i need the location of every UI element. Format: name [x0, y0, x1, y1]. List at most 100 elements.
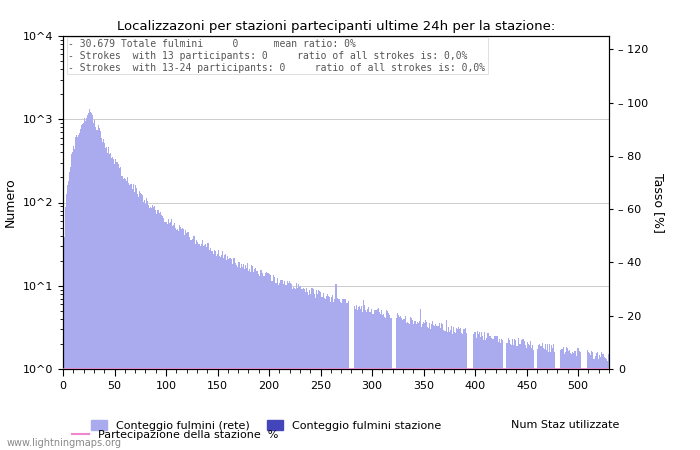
Bar: [552, 348, 553, 450]
Bar: [579, 351, 580, 450]
Bar: [210, 248, 211, 450]
Bar: [387, 311, 388, 450]
Bar: [318, 290, 319, 450]
Bar: [80, 129, 81, 450]
Bar: [156, 214, 158, 450]
Bar: [261, 270, 262, 450]
Bar: [103, 139, 104, 450]
Bar: [351, 369, 352, 450]
Bar: [421, 327, 422, 450]
Bar: [589, 353, 590, 450]
Bar: [523, 339, 524, 450]
Bar: [254, 269, 255, 450]
Bar: [107, 153, 108, 450]
Bar: [591, 351, 592, 450]
Bar: [382, 315, 383, 450]
Bar: [232, 264, 234, 450]
Bar: [500, 343, 501, 450]
Bar: [588, 352, 589, 450]
Bar: [542, 342, 543, 450]
Bar: [92, 115, 93, 450]
Bar: [342, 299, 343, 450]
Bar: [181, 229, 182, 450]
Text: www.lightningmaps.org: www.lightningmaps.org: [7, 437, 122, 447]
Bar: [582, 369, 584, 450]
Bar: [225, 255, 226, 450]
Bar: [566, 347, 567, 450]
Bar: [75, 137, 76, 450]
Bar: [183, 229, 184, 450]
Bar: [85, 121, 86, 450]
Bar: [215, 251, 216, 450]
Bar: [83, 123, 84, 450]
Bar: [475, 338, 477, 450]
Bar: [531, 348, 532, 450]
Bar: [335, 284, 337, 450]
Bar: [414, 321, 415, 450]
Bar: [389, 315, 390, 450]
Bar: [244, 269, 245, 450]
Bar: [77, 137, 78, 450]
Bar: [214, 250, 215, 450]
Bar: [165, 222, 167, 450]
Bar: [555, 369, 556, 450]
Bar: [350, 369, 351, 450]
Bar: [191, 240, 193, 450]
Bar: [212, 252, 213, 450]
Bar: [113, 159, 114, 450]
Bar: [337, 299, 339, 450]
Bar: [71, 154, 72, 450]
Bar: [339, 299, 340, 450]
Bar: [407, 324, 409, 450]
Bar: [442, 330, 444, 450]
Bar: [282, 280, 283, 450]
Bar: [234, 263, 236, 450]
Bar: [525, 345, 526, 450]
Bar: [326, 296, 327, 450]
Bar: [482, 336, 483, 450]
Bar: [599, 355, 600, 450]
Bar: [400, 316, 401, 450]
Bar: [340, 302, 341, 450]
Bar: [122, 176, 123, 450]
Bar: [580, 352, 581, 450]
Bar: [79, 132, 80, 450]
Bar: [324, 298, 326, 450]
Bar: [423, 322, 424, 450]
Bar: [601, 352, 602, 450]
Bar: [84, 118, 85, 450]
Bar: [518, 338, 519, 450]
Bar: [495, 336, 496, 450]
Bar: [162, 216, 163, 450]
Title: Localizzazoni per stazioni partecipanti ultime 24h per la stazione:: Localizzazoni per stazioni partecipanti …: [117, 20, 555, 33]
Bar: [581, 369, 582, 450]
Bar: [112, 158, 113, 450]
Bar: [509, 339, 510, 450]
Bar: [76, 135, 77, 450]
Bar: [514, 340, 516, 450]
Bar: [602, 354, 603, 450]
Bar: [143, 202, 144, 450]
Bar: [491, 338, 492, 450]
Bar: [600, 357, 601, 450]
Bar: [185, 230, 186, 450]
Bar: [499, 339, 500, 450]
Bar: [160, 212, 162, 450]
Bar: [86, 117, 88, 450]
Bar: [255, 268, 256, 450]
Bar: [204, 244, 206, 450]
Bar: [352, 369, 353, 450]
Bar: [360, 309, 361, 450]
Bar: [270, 275, 271, 450]
Bar: [296, 283, 297, 450]
Bar: [127, 177, 128, 450]
Bar: [490, 336, 491, 450]
Legend: Conteggio fulmini (rete), Conteggio fulmini stazione: Conteggio fulmini (rete), Conteggio fulm…: [86, 416, 446, 436]
Bar: [259, 276, 260, 450]
Bar: [398, 315, 400, 450]
Bar: [88, 113, 90, 450]
Bar: [323, 293, 324, 450]
Bar: [497, 336, 498, 450]
Bar: [463, 329, 464, 450]
Bar: [108, 154, 110, 450]
